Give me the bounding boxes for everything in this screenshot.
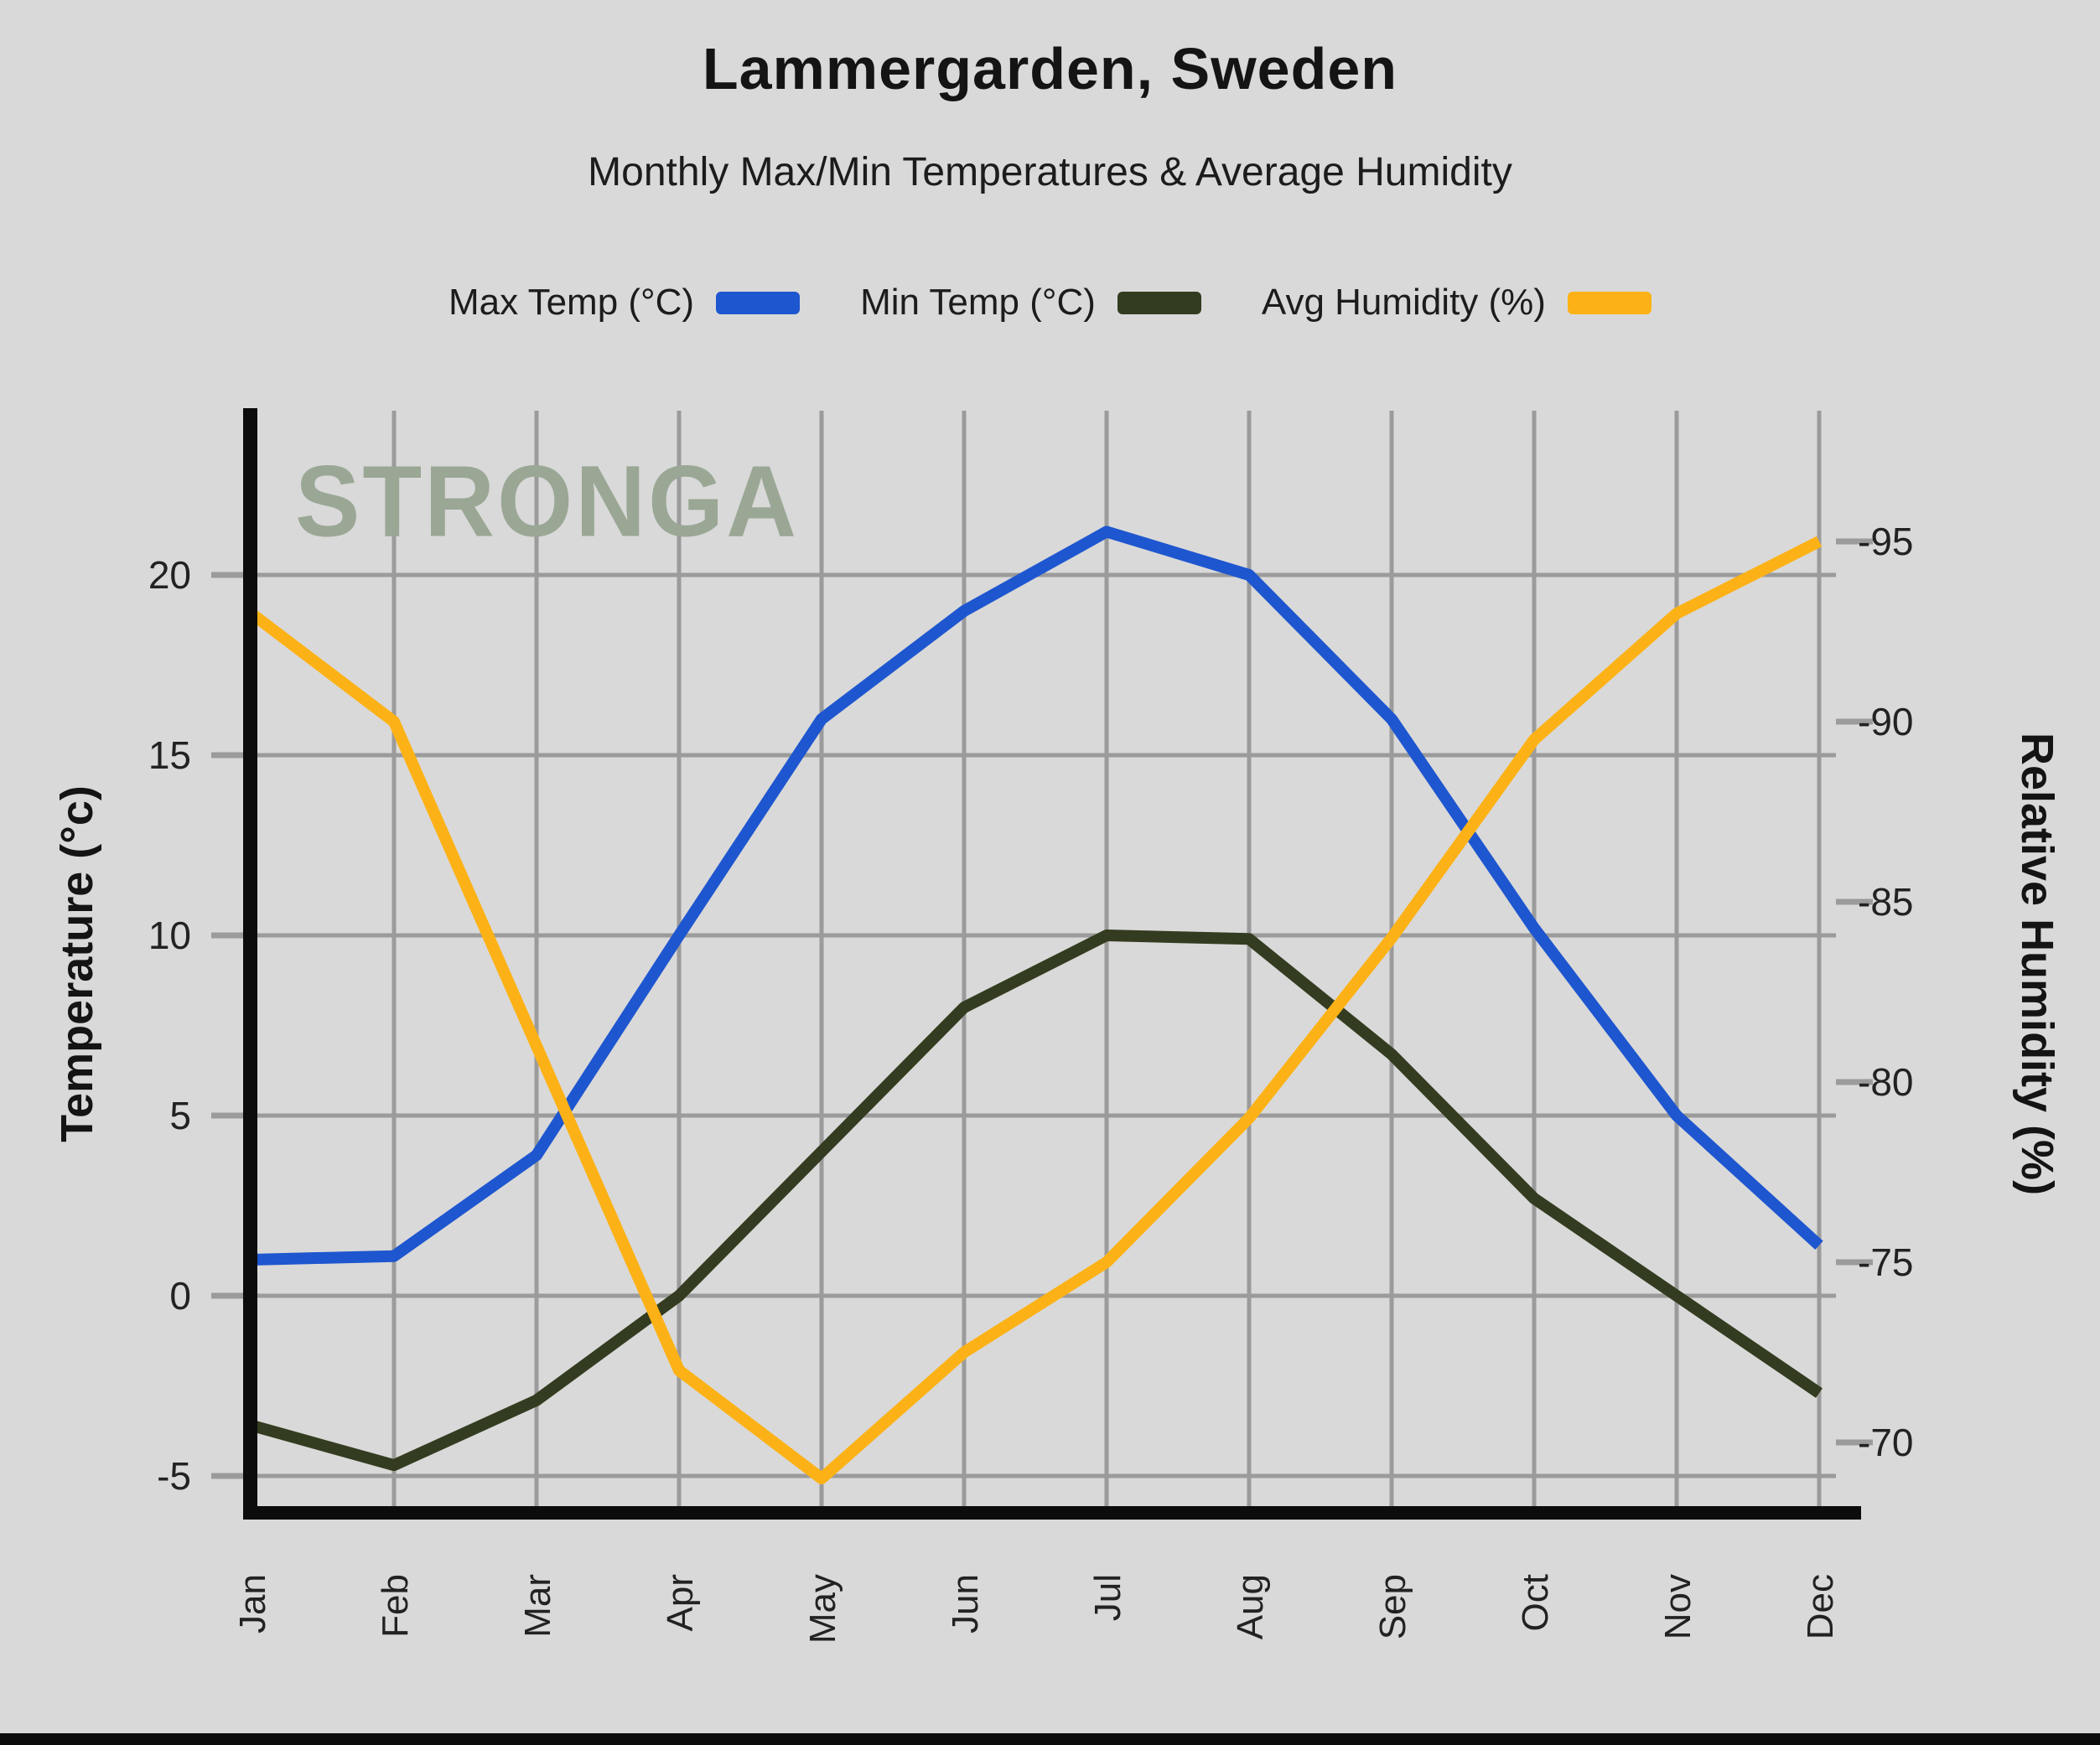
x-axis-month-label: Nov bbox=[1657, 1574, 1698, 1639]
left-axis-title: Temperature (°c) bbox=[52, 785, 102, 1142]
tick-labels: 20 15 10 5 0 -5 -95 -90 -85 -80 -75 -70 Jan Feb Mar Apr… bbox=[148, 520, 1914, 1644]
tick-marks bbox=[211, 538, 1873, 1479]
gridlines bbox=[246, 411, 1836, 1513]
legend-swatch-min-temp bbox=[1117, 291, 1201, 314]
x-axis-month-label: Jun bbox=[945, 1574, 986, 1634]
x-axis-month-label: Feb bbox=[375, 1574, 416, 1638]
legend-item-min-temp: Min Temp (°C) bbox=[860, 282, 1201, 324]
legend-swatch-avg-humidity bbox=[1567, 291, 1651, 314]
x-axis-month-label: Jan bbox=[232, 1574, 273, 1634]
x-axis-month-label: Aug bbox=[1230, 1574, 1271, 1639]
x-axis-month-label: May bbox=[802, 1574, 843, 1644]
right-axis-tick-label: -85 bbox=[1858, 880, 1913, 924]
legend-label-min-temp: Min Temp (°C) bbox=[860, 282, 1096, 323]
x-axis-month-label: Mar bbox=[517, 1574, 558, 1638]
right-axis-tick-label: -90 bbox=[1858, 700, 1913, 743]
right-axis-tick-label: -70 bbox=[1858, 1421, 1913, 1464]
x-axis-month-label: Sep bbox=[1372, 1574, 1413, 1639]
left-axis-tick-label: 20 bbox=[148, 553, 191, 597]
x-axis-month-label: Jul bbox=[1087, 1574, 1128, 1621]
page-subtitle: Monthly Max/Min Temperatures & Average H… bbox=[588, 150, 1512, 194]
x-axis-month-label: Dec bbox=[1800, 1574, 1841, 1639]
watermark: STRONGA bbox=[295, 444, 799, 558]
left-axis-tick-label: 0 bbox=[169, 1274, 191, 1318]
page-title: Lammergarden, Sweden bbox=[702, 36, 1398, 101]
x-axis-month-label: Apr bbox=[660, 1574, 701, 1631]
right-axis-title: Relative Humidity (%) bbox=[2012, 732, 2062, 1196]
left-axis-tick-label: -5 bbox=[157, 1454, 191, 1498]
series-line-max-temp-c bbox=[251, 526, 1823, 1266]
x-axis-month-label: Oct bbox=[1515, 1574, 1556, 1631]
series-line-min-temp-c bbox=[250, 929, 1823, 1472]
right-axis-tick-label: -95 bbox=[1858, 520, 1913, 563]
left-axis-tick-label: 15 bbox=[148, 733, 191, 777]
x-axis-spine bbox=[243, 1506, 1861, 1520]
right-axis-tick-label: -80 bbox=[1858, 1060, 1913, 1104]
left-axis-tick-label: 5 bbox=[169, 1094, 191, 1137]
legend: Max Temp (°C) Min Temp (°C) Avg Humidity… bbox=[0, 282, 2100, 324]
bottom-strip bbox=[0, 1733, 2100, 1745]
y-axis-spine bbox=[243, 408, 257, 1520]
left-axis-tick-label: 10 bbox=[148, 914, 191, 957]
legend-label-max-temp: Max Temp (°C) bbox=[449, 282, 695, 323]
legend-swatch-max-temp bbox=[716, 291, 801, 314]
right-axis-tick-label: -75 bbox=[1858, 1240, 1913, 1284]
legend-item-avg-humidity: Avg Humidity (%) bbox=[1262, 282, 1651, 324]
legend-item-max-temp: Max Temp (°C) bbox=[449, 282, 801, 324]
series-line-avg-humidity bbox=[247, 536, 1823, 1484]
legend-label-avg-humidity: Avg Humidity (%) bbox=[1261, 282, 1546, 323]
